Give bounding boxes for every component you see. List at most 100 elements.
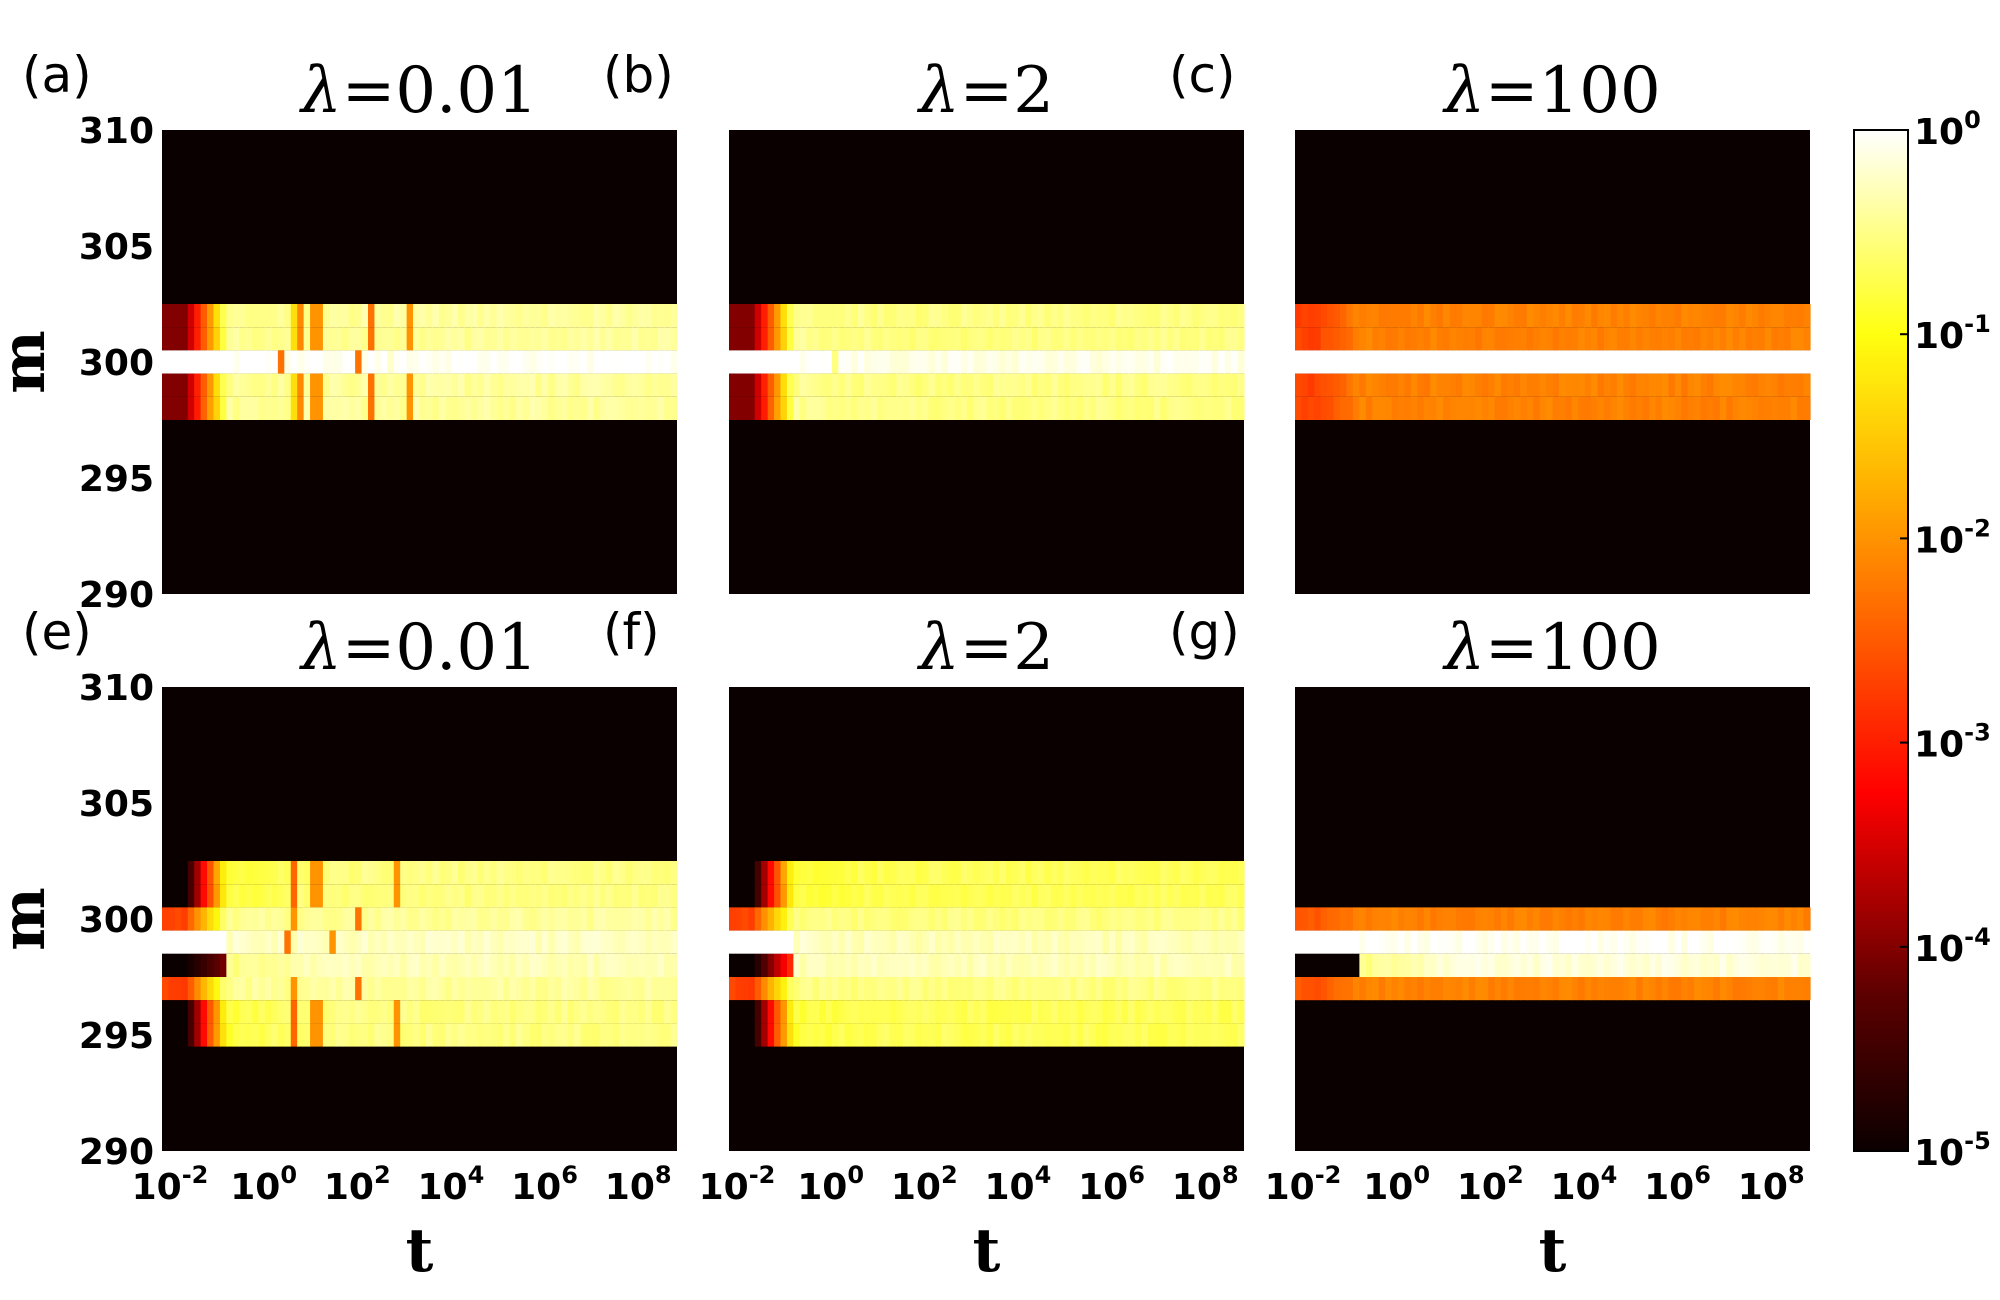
heatmap-cell [554, 327, 562, 351]
heatmap-cell [1636, 953, 1644, 977]
heatmap-cell [625, 1023, 633, 1047]
heatmap-cell [1475, 953, 1483, 977]
heatmap-cell [200, 861, 208, 885]
heatmap-cell [1153, 953, 1161, 977]
heatmap-cell [1102, 861, 1110, 885]
heatmap-cell [1410, 907, 1418, 931]
heatmap-cell [1083, 1000, 1091, 1024]
heatmap-cell [1031, 930, 1039, 954]
heatmap-cell [631, 327, 639, 351]
heatmap-cell [1038, 907, 1046, 931]
heatmap-cell [825, 884, 833, 908]
heatmap-cell [374, 977, 382, 1001]
heatmap-cell [290, 1023, 298, 1047]
heatmap-cell [1372, 930, 1380, 954]
heatmap-cell [619, 373, 627, 397]
heatmap-cell [1089, 1023, 1097, 1047]
heatmap-cell [1237, 977, 1245, 1001]
heatmap-cell [451, 907, 459, 931]
heatmap-cell [1295, 327, 1303, 351]
heatmap-cell [1063, 861, 1071, 885]
heatmap-cell [503, 884, 511, 908]
heatmap-cell [483, 953, 491, 977]
y-tick-label: 310 [79, 668, 154, 709]
heatmap-cell [329, 953, 337, 977]
heatmap-cell [1346, 930, 1354, 954]
heatmap-cell [1784, 930, 1792, 954]
heatmap-cell [1089, 304, 1097, 328]
heatmap-cell [329, 1023, 337, 1047]
heatmap-cell [174, 350, 182, 374]
heatmap-cell [1327, 304, 1335, 328]
heatmap-cell [619, 1023, 627, 1047]
heatmap-cell [271, 884, 279, 908]
heatmap-cell [935, 907, 943, 931]
heatmap-cell [1629, 907, 1637, 931]
heatmap-cell [561, 1000, 569, 1024]
heatmap-cell [277, 907, 285, 931]
heatmap-cell [509, 930, 517, 954]
heatmap-cell [670, 304, 678, 328]
heatmap-cell [1494, 350, 1502, 374]
heatmap-cell [181, 861, 189, 885]
heatmap-cell [490, 373, 498, 397]
heatmap-cell [1674, 977, 1682, 1001]
heatmap-cell [1147, 1000, 1155, 1024]
heatmap-cell [980, 327, 988, 351]
heatmap-cell [471, 396, 479, 420]
heatmap-cell [832, 953, 840, 977]
heatmap-cell [226, 1023, 234, 1047]
heatmap-cell [1797, 373, 1805, 397]
heatmap-cell [1391, 373, 1399, 397]
heatmap-cell [1745, 304, 1753, 328]
heatmap-cell [335, 930, 343, 954]
heatmap-cell [838, 861, 846, 885]
heatmap-cell [168, 1000, 176, 1024]
heatmap-cell [535, 327, 543, 351]
heatmap-cell [535, 977, 543, 1001]
heatmap-cell [1198, 350, 1206, 374]
heatmap-cell [586, 396, 594, 420]
heatmap-cell [877, 884, 885, 908]
heatmap-cell [1005, 396, 1013, 420]
heatmap-cell [735, 327, 743, 351]
heatmap-cell [1513, 304, 1521, 328]
heatmap-cell [265, 396, 273, 420]
heatmap-cell [896, 1000, 904, 1024]
heatmap-cell [1385, 396, 1393, 420]
heatmap-cell [1095, 1000, 1103, 1024]
heatmap-cell [1610, 373, 1618, 397]
heatmap-cell [567, 977, 575, 1001]
heatmap-cell [870, 396, 878, 420]
heatmap-cell [935, 861, 943, 885]
heatmap-cell [1179, 396, 1187, 420]
heatmap-cell [1076, 1000, 1084, 1024]
heatmap-cell [271, 396, 279, 420]
heatmap-cell [1526, 396, 1534, 420]
heatmap-cell [1102, 1000, 1110, 1024]
x-axis-label: t [1539, 1216, 1567, 1286]
heatmap-cell [1378, 907, 1386, 931]
heatmap-cell [902, 977, 910, 1001]
heatmap-cell [1166, 396, 1174, 420]
heatmap-cell [425, 884, 433, 908]
heatmap-cell [355, 977, 363, 1001]
heatmap-cell [1121, 1000, 1129, 1024]
heatmap-cell [1597, 327, 1605, 351]
heatmap-cell [1777, 907, 1785, 931]
heatmap-cell [599, 1023, 607, 1047]
heatmap-cell [1584, 930, 1592, 954]
heatmap-cell [1597, 373, 1605, 397]
heatmap-cell [1147, 1023, 1155, 1047]
heatmap-cell [1649, 930, 1657, 954]
heatmap-cell [1584, 396, 1592, 420]
heatmap-cell [368, 861, 376, 885]
heatmap-cell [1494, 953, 1502, 977]
heatmap-cell [1070, 1000, 1078, 1024]
heatmap-cell [580, 861, 588, 885]
heatmap-cell [1128, 861, 1136, 885]
heatmap-cell [1186, 1023, 1194, 1047]
heatmap-cell [1211, 930, 1219, 954]
heatmap-cell [657, 861, 665, 885]
heatmap-cell [226, 396, 234, 420]
